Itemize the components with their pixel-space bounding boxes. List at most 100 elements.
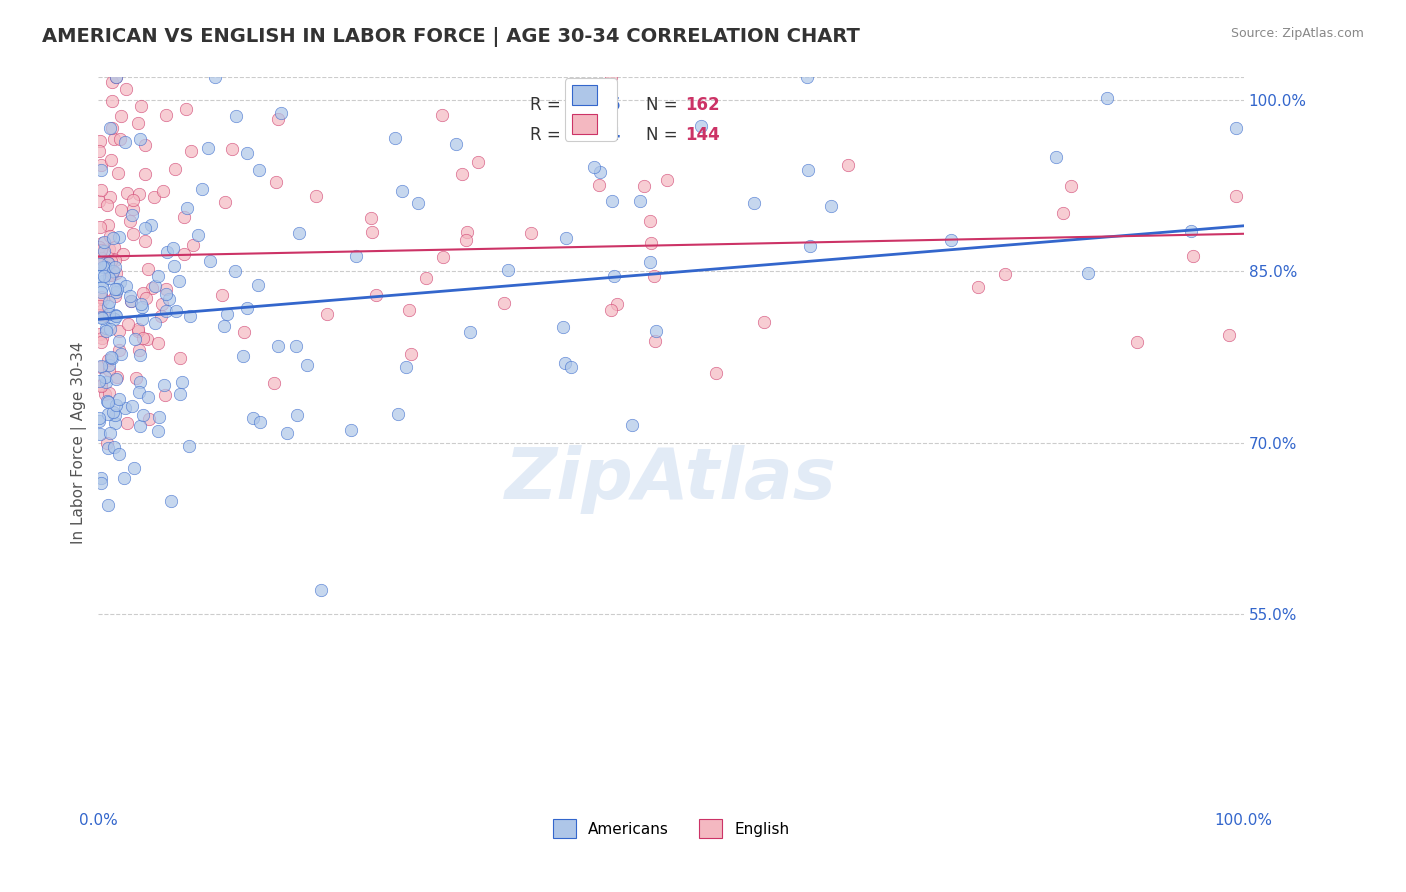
- Point: [225, 109, 247, 123]
- Point: [107, 334, 129, 349]
- Point: [93, 269, 115, 284]
- Point: [90, 310, 112, 324]
- Point: [173, 210, 195, 224]
- Point: [316, 306, 339, 320]
- Point: [143, 190, 166, 204]
- Point: [101, 351, 124, 365]
- Point: [456, 225, 478, 239]
- Point: [127, 324, 149, 338]
- Point: [344, 249, 367, 263]
- Point: [122, 227, 145, 241]
- Point: [179, 439, 201, 453]
- Point: [401, 347, 423, 361]
- Point: [1097, 91, 1119, 105]
- Point: [554, 356, 576, 370]
- Point: [98, 386, 121, 401]
- Text: R =: R =: [530, 95, 565, 113]
- Point: [98, 190, 121, 204]
- Point: [458, 325, 481, 339]
- Point: [797, 162, 820, 177]
- Point: [1225, 121, 1247, 136]
- Point: [155, 303, 177, 318]
- Point: [128, 343, 150, 357]
- Point: [366, 287, 388, 301]
- Point: [94, 321, 117, 335]
- Point: [98, 322, 121, 336]
- Point: [115, 279, 138, 293]
- Point: [89, 427, 111, 442]
- Point: [149, 309, 172, 323]
- Point: [128, 385, 150, 400]
- Point: [93, 387, 115, 401]
- Point: [132, 408, 155, 422]
- Point: [97, 218, 120, 232]
- Point: [110, 203, 132, 218]
- Point: [107, 343, 129, 357]
- Point: [633, 179, 655, 194]
- Point: [1181, 249, 1204, 263]
- Point: [163, 161, 186, 176]
- Point: [97, 294, 120, 309]
- Point: [90, 251, 112, 265]
- Point: [270, 105, 292, 120]
- Point: [90, 290, 112, 304]
- Point: [704, 367, 727, 381]
- Point: [100, 75, 122, 89]
- Point: [148, 336, 170, 351]
- Point: [96, 436, 118, 450]
- Point: [105, 370, 128, 384]
- Point: [657, 173, 679, 187]
- Point: [93, 244, 115, 258]
- Point: [87, 194, 110, 209]
- Point: [90, 335, 112, 350]
- Point: [170, 376, 193, 390]
- Point: [148, 269, 170, 284]
- Point: [212, 319, 235, 334]
- Point: [644, 334, 666, 349]
- Point: [90, 183, 112, 197]
- Point: [89, 327, 111, 342]
- Point: [136, 390, 159, 404]
- Point: [1060, 179, 1083, 194]
- Point: [150, 297, 173, 311]
- Point: [127, 116, 149, 130]
- Point: [97, 441, 120, 455]
- Point: [215, 307, 238, 321]
- Text: 162: 162: [685, 95, 720, 113]
- Point: [837, 158, 859, 172]
- Point: [98, 242, 121, 256]
- Point: [994, 267, 1017, 281]
- Point: [276, 426, 298, 441]
- Point: [105, 70, 128, 85]
- Point: [1045, 150, 1067, 164]
- Point: [249, 415, 271, 429]
- Point: [122, 194, 145, 208]
- Point: [90, 162, 112, 177]
- Point: [129, 132, 152, 146]
- Point: [339, 423, 361, 437]
- Point: [179, 309, 201, 323]
- Point: [520, 227, 543, 241]
- Point: [90, 285, 112, 299]
- Text: N =: N =: [645, 95, 682, 113]
- Point: [451, 167, 474, 181]
- Point: [224, 264, 246, 278]
- Point: [104, 289, 127, 303]
- Point: [120, 294, 142, 309]
- Point: [643, 268, 665, 283]
- Point: [97, 353, 120, 368]
- Point: [129, 297, 152, 311]
- Point: [167, 274, 190, 288]
- Point: [153, 388, 176, 402]
- Point: [104, 416, 127, 430]
- Point: [360, 225, 382, 239]
- Point: [108, 275, 131, 289]
- Point: [588, 178, 610, 192]
- Point: [93, 235, 115, 250]
- Point: [105, 282, 128, 296]
- Point: [90, 243, 112, 257]
- Point: [118, 288, 141, 302]
- Point: [295, 358, 318, 372]
- Point: [107, 230, 129, 244]
- Point: [152, 378, 174, 392]
